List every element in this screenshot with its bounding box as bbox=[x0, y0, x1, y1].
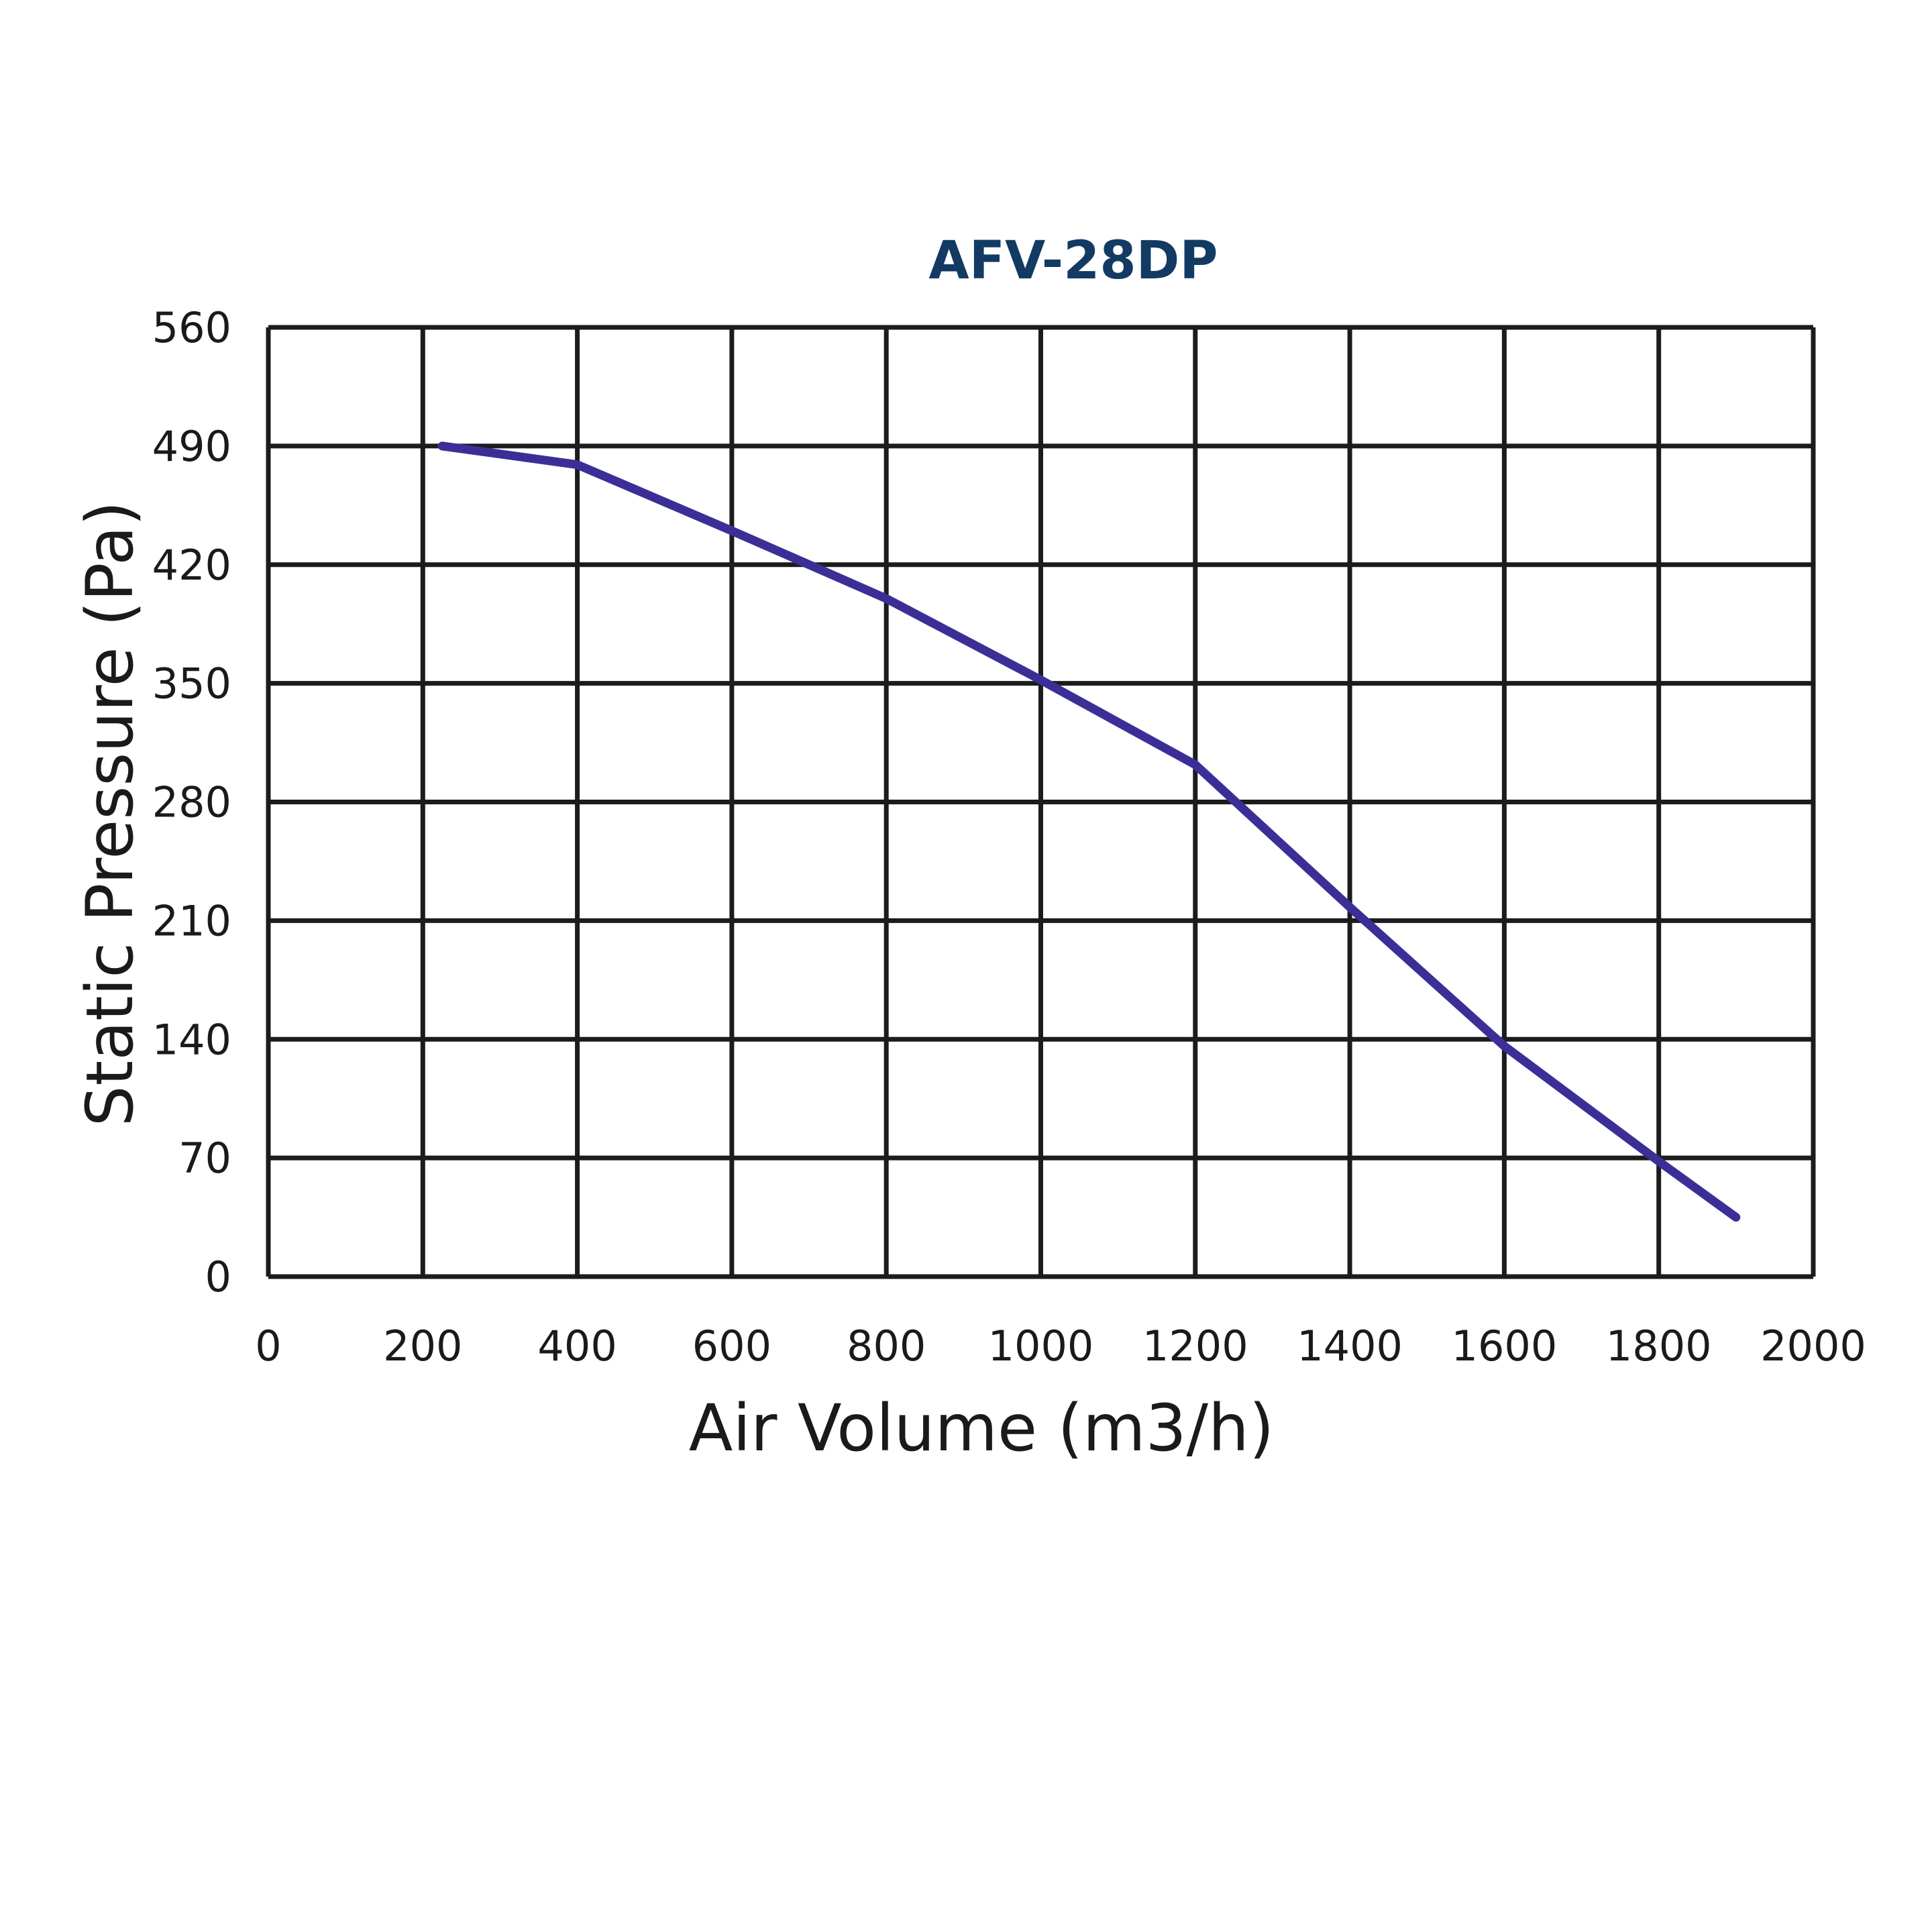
x-tick-label-1800: 1800 bbox=[1606, 1322, 1712, 1371]
y-tick-label-490: 490 bbox=[152, 422, 231, 471]
grid bbox=[266, 325, 1816, 1279]
x-tick-label-2000: 2000 bbox=[1760, 1322, 1866, 1371]
y-tick-label-0: 0 bbox=[205, 1252, 231, 1301]
x-tick-label-1400: 1400 bbox=[1297, 1322, 1403, 1371]
x-axis-ticks: 0 200 400 600 800 1000 1200 1400 1600 1800 2000 bbox=[255, 1322, 1866, 1371]
x-tick-label-1000: 1000 bbox=[988, 1322, 1094, 1371]
x-tick-label-600: 600 bbox=[692, 1322, 771, 1371]
x-tick-label-200: 200 bbox=[383, 1322, 462, 1371]
x-tick-label-0: 0 bbox=[255, 1322, 281, 1371]
y-tick-label-420: 420 bbox=[152, 541, 231, 590]
y-axis-ticks: 0 70 140 210 280 350 420 490 560 bbox=[152, 303, 231, 1301]
y-axis-label: Static Pressure (Pa) bbox=[72, 501, 148, 1127]
y-tick-label-70: 70 bbox=[178, 1134, 231, 1183]
x-tick-label-1200: 1200 bbox=[1142, 1322, 1248, 1371]
x-tick-label-1600: 1600 bbox=[1452, 1322, 1558, 1371]
y-tick-label-280: 280 bbox=[152, 778, 231, 827]
series bbox=[437, 441, 1741, 1222]
y-tick-label-350: 350 bbox=[152, 659, 231, 708]
y-tick-label-210: 210 bbox=[152, 896, 231, 945]
x-tick-label-400: 400 bbox=[537, 1322, 616, 1371]
x-axis-label: Air Volume (m3/h) bbox=[689, 1391, 1275, 1466]
x-tick-label-800: 800 bbox=[847, 1322, 926, 1371]
series-line-0 bbox=[437, 441, 1741, 1222]
chart-title: AFV-28DP bbox=[928, 231, 1218, 291]
y-tick-label-140: 140 bbox=[152, 1015, 231, 1064]
y-tick-label-560: 560 bbox=[152, 303, 231, 352]
